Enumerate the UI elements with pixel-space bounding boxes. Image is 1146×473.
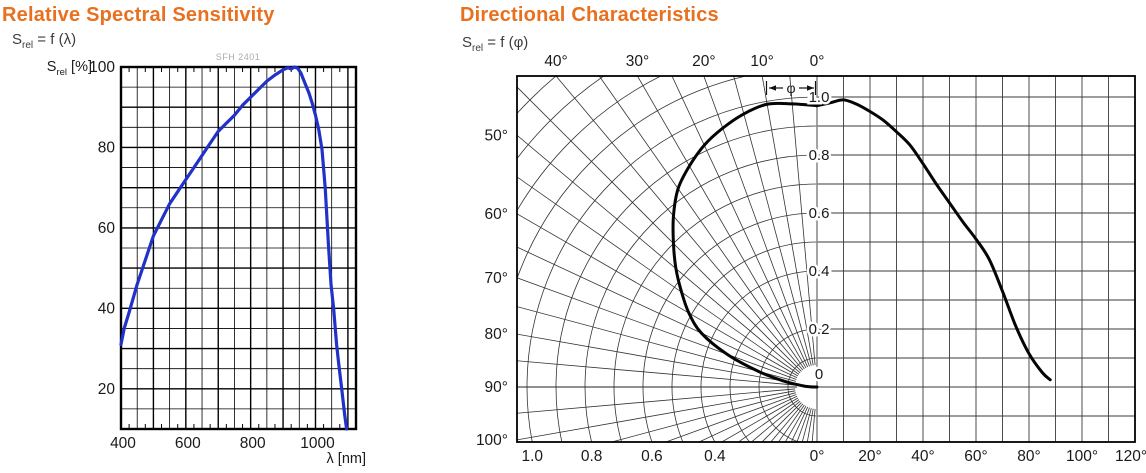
- subtitle-base: S: [12, 31, 23, 48]
- svg-text:80°: 80°: [1017, 448, 1040, 465]
- svg-text:0.4: 0.4: [704, 448, 726, 465]
- spectral-chart-subtitle: Srel = f (λ): [12, 31, 76, 51]
- svg-text:80: 80: [98, 139, 116, 156]
- svg-text:800: 800: [240, 435, 266, 452]
- subtitle-sub: rel: [472, 43, 484, 54]
- ylabel-sub: rel: [56, 66, 68, 78]
- svg-text:0.8: 0.8: [809, 147, 830, 164]
- svg-text:400: 400: [110, 435, 136, 452]
- directional-plot: 40° 30° 20° 10° 0° 50° 60° 70° 80° 90° 100° 1.0 0.8 0…: [476, 53, 1146, 465]
- directional-curve-polar: [671, 101, 819, 389]
- ylabel-base: S: [46, 59, 57, 75]
- svg-text:40: 40: [98, 300, 116, 317]
- svg-text:50°: 50°: [485, 127, 508, 144]
- svg-text:80°: 80°: [485, 326, 508, 343]
- svg-text:0.6: 0.6: [641, 448, 663, 465]
- subtitle-rest: = f (λ): [33, 31, 77, 48]
- spectral-curve: [119, 65, 349, 431]
- svg-text:60: 60: [98, 220, 116, 237]
- ylabel-rest: [%]: [67, 59, 92, 75]
- svg-text:φ: φ: [786, 80, 795, 96]
- directional-chart-title: Directional Characteristics: [460, 4, 719, 26]
- directional-chart-subtitle: Srel = f (φ): [462, 34, 528, 54]
- svg-text:60°: 60°: [964, 448, 987, 465]
- subtitle-rest: = f (φ): [483, 34, 529, 51]
- subtitle-sub: rel: [22, 40, 34, 51]
- svg-text:1.0: 1.0: [521, 448, 543, 465]
- svg-text:0.8: 0.8: [581, 448, 603, 465]
- svg-text:0: 0: [815, 366, 823, 383]
- svg-text:40°: 40°: [544, 53, 567, 70]
- svg-text:0.6: 0.6: [809, 205, 830, 222]
- svg-text:120°: 120°: [1115, 448, 1146, 465]
- spectral-watermark: SFH 2401: [215, 52, 261, 62]
- svg-text:90°: 90°: [485, 379, 508, 396]
- svg-text:60°: 60°: [485, 206, 508, 223]
- phi-annotation: φ: [765, 80, 817, 96]
- svg-text:1000: 1000: [300, 435, 335, 452]
- svg-text:100°: 100°: [1066, 448, 1098, 465]
- spectral-x-axis-unit: λ [nm]: [326, 451, 366, 467]
- svg-text:20: 20: [98, 381, 116, 398]
- svg-text:0.2: 0.2: [809, 321, 830, 338]
- svg-text:100: 100: [89, 59, 115, 76]
- svg-text:30°: 30°: [626, 53, 649, 70]
- spectral-y-axis-unit: Srel [%]: [18, 59, 92, 78]
- svg-text:600: 600: [175, 435, 201, 452]
- directional-curve-cartesian: [815, 98, 1052, 382]
- svg-text:40°: 40°: [911, 448, 934, 465]
- svg-text:0°: 0°: [810, 53, 825, 70]
- svg-text:20°: 20°: [858, 448, 881, 465]
- svg-text:0°: 0°: [810, 448, 825, 465]
- subtitle-base: S: [462, 34, 473, 51]
- spectral-chart-title: Relative Spectral Sensitivity: [2, 4, 275, 26]
- svg-text:20°: 20°: [692, 53, 715, 70]
- svg-text:0.4: 0.4: [809, 263, 830, 280]
- svg-text:10°: 10°: [750, 53, 773, 70]
- svg-text:100°: 100°: [476, 432, 508, 449]
- svg-text:1.0: 1.0: [809, 89, 830, 106]
- spectral-plot: 100 80 60 40 20 400 600 800 1000: [89, 59, 358, 452]
- svg-text:70°: 70°: [485, 270, 508, 287]
